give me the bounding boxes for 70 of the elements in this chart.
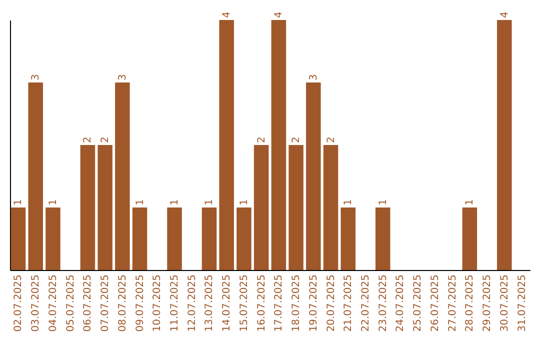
x-tick-label: 28.07.2025 (464, 274, 476, 332)
x-tick-label: 17.07.2025 (274, 274, 285, 332)
data-label: 1 (170, 199, 181, 206)
bar (323, 145, 338, 270)
x-tick-label: 15.07.2025 (238, 274, 250, 332)
bar (28, 82, 43, 270)
data-label: 1 (464, 199, 476, 206)
x-tick-label: 05.07.2025 (65, 274, 76, 332)
bar (375, 208, 390, 270)
x-tick-label: 04.07.2025 (48, 274, 59, 332)
x-tick-label: 24.07.2025 (395, 274, 406, 332)
x-tick-label: 12.07.2025 (186, 274, 198, 332)
data-label: 4 (274, 12, 285, 18)
data-label: 1 (204, 199, 216, 206)
x-tick-label: 02.07.2025 (13, 274, 24, 332)
x-tick-label: 30.07.2025 (499, 274, 510, 332)
data-label: 3 (30, 74, 42, 80)
data-label: 1 (238, 199, 250, 206)
bar (115, 82, 130, 270)
bar (219, 20, 234, 270)
x-tick-label: 29.07.2025 (482, 274, 494, 332)
x-tick-label: 09.07.2025 (134, 274, 146, 332)
data-label: 1 (343, 199, 354, 206)
bar (236, 208, 252, 270)
data-label: 1 (13, 199, 24, 206)
bar (462, 208, 478, 270)
data-label: 1 (378, 199, 389, 206)
x-tick-label: 27.07.2025 (447, 274, 458, 332)
bar (306, 82, 321, 270)
bar (340, 208, 356, 270)
bar (10, 208, 26, 270)
x-tick-label: 03.07.2025 (30, 274, 42, 332)
data-label: 2 (256, 136, 268, 143)
x-tick-label: 23.07.2025 (378, 274, 389, 332)
bar (271, 20, 286, 270)
bar (46, 208, 60, 270)
data-label: 2 (291, 136, 302, 143)
data-label: 3 (117, 74, 128, 80)
bar (202, 208, 217, 270)
bar (98, 145, 112, 270)
bar (254, 145, 269, 270)
data-label: 1 (48, 199, 59, 206)
x-tick-label: 08.07.2025 (117, 274, 128, 332)
x-tick-label: 22.07.2025 (360, 274, 372, 332)
data-label: 4 (222, 12, 233, 18)
x-tick-label: 13.07.2025 (204, 274, 216, 332)
x-tick-label: 19.07.2025 (308, 274, 320, 332)
x-tick-label: 16.07.2025 (256, 274, 268, 332)
data-label: 1 (134, 199, 146, 206)
x-tick-label: 18.07.2025 (291, 274, 302, 332)
x-tick-label: 21.07.2025 (343, 274, 354, 332)
x-tick-label: 31.07.2025 (516, 274, 528, 332)
bar (80, 145, 96, 270)
data-label: 3 (308, 74, 320, 80)
data-label: 2 (100, 136, 112, 143)
x-tick-label: 11.07.2025 (170, 274, 181, 332)
bar (288, 145, 304, 270)
x-tick-label: 10.07.2025 (152, 274, 164, 332)
x-tick-label: 06.07.2025 (82, 274, 94, 332)
data-label: 2 (82, 136, 94, 143)
x-tick-label: 20.07.2025 (326, 274, 337, 332)
x-tick-label: 26.07.2025 (430, 274, 441, 332)
x-tick-label: 07.07.2025 (100, 274, 112, 332)
data-label: 2 (326, 136, 337, 143)
x-tick-label: 25.07.2025 (412, 274, 424, 332)
bar (132, 208, 148, 270)
bar (497, 20, 512, 270)
data-label: 4 (499, 12, 510, 18)
x-tick-label: 14.07.2025 (222, 274, 233, 332)
bar (167, 208, 182, 270)
